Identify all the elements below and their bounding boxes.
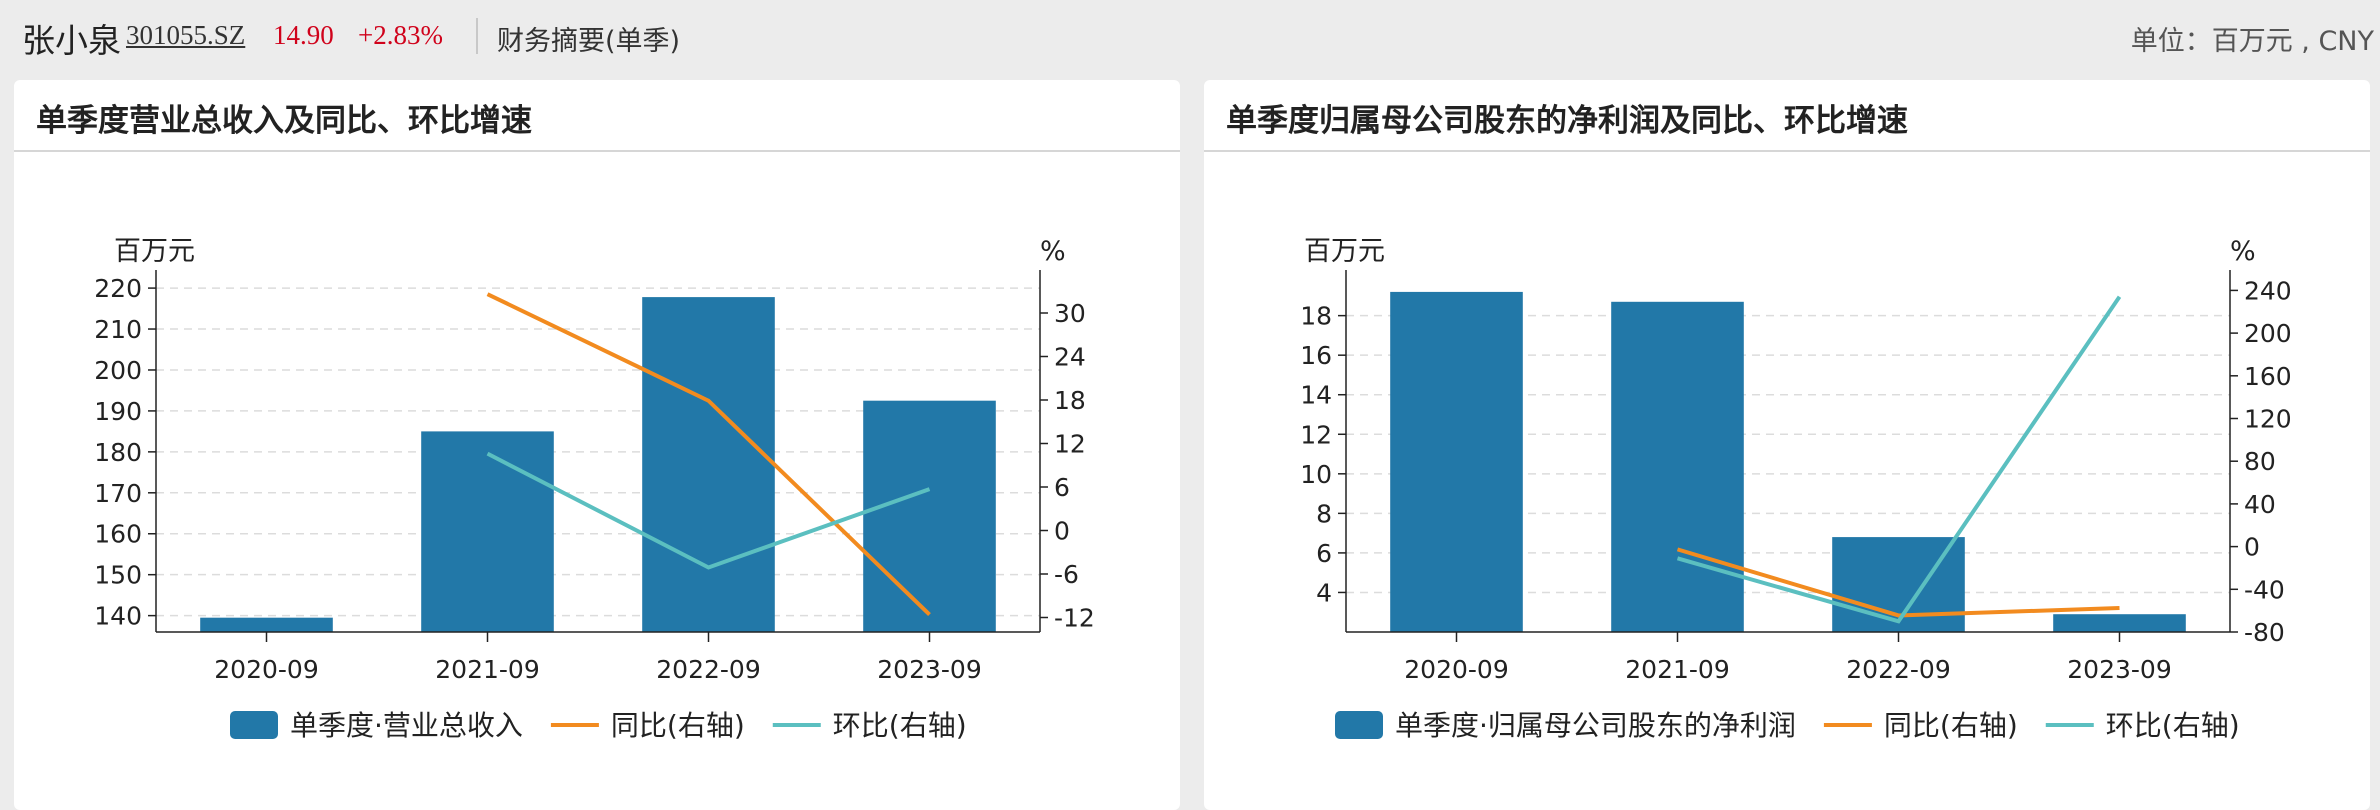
x-tick-label: 2021-09 [435,655,539,684]
stock-change: +2.83% [358,20,443,50]
y2-axis-title: % [2230,236,2256,267]
revenue-chart-panel: 单季度营业总收入及同比、环比增速 百万元% 140 150 160 170 180 190 2… [14,80,1180,810]
x-tick-label: 2023-09 [877,655,981,684]
y2-tick-label: -40 [2244,575,2285,604]
y2-tick-label: 40 [2244,490,2276,519]
y2-tick-label: 12 [1054,430,1086,459]
y2-tick-label: 200 [2244,319,2292,348]
unit-label: 单位：百万元 , CNY [2130,26,2374,57]
legend-swatch-bar [230,711,278,739]
bar [2053,614,2186,632]
y-tick-label: 170 [94,479,142,508]
y2-tick-label: 160 [2244,362,2292,391]
y-tick-label: 140 [94,602,142,631]
net-profit-chart-panel: 单季度归属母公司股东的净利润及同比、环比增速 百万元% 4 6 8 10 12 14 16 18… [1204,80,2370,810]
panel-divider [14,150,1180,152]
y-tick-label: 6 [1316,539,1332,568]
y2-tick-label: 0 [2244,533,2260,562]
y-tick-label: 4 [1316,578,1332,607]
y-tick-label: 8 [1316,499,1332,528]
y2-tick-label: -6 [1054,560,1079,589]
header-divider [476,18,478,54]
y-tick-label: 16 [1300,341,1332,370]
series-line-yoy [1676,547,2120,618]
x-tick-label: 2020-09 [214,655,318,684]
y2-tick-label: 30 [1054,299,1086,328]
series-line-qoq [1676,295,2122,624]
y-tick-label: 14 [1300,381,1332,410]
bar [200,617,333,632]
y-tick-label: 18 [1300,302,1332,331]
x-tick-label: 2023-09 [2067,655,2171,684]
y-tick-label: 190 [94,397,142,426]
y2-tick-label: 6 [1054,473,1070,502]
bar [1611,301,1744,632]
series-line-yoy [486,292,931,617]
revenue-chart: 百万元 % 140 150 160 170 180 190 200 210 220 -12 -6 0 6 12… [94,236,1095,742]
y-axis-title: 百万元 [114,236,195,267]
y-tick-label: 180 [94,438,142,467]
panel-title: 单季度营业总收入及同比、环比增速 [36,103,532,139]
y2-axis-title: % [1040,236,1066,267]
x-tick-label: 2020-09 [1404,655,1508,684]
stock-price: 14.90 [273,20,334,50]
x-tick-label: 2022-09 [1846,655,1950,684]
y-tick-label: 220 [94,274,142,303]
x-tick-label: 2022-09 [656,655,760,684]
y-tick-label: 10 [1300,460,1332,489]
y2-tick-label: 0 [1054,517,1070,546]
y-tick-label: 210 [94,315,142,344]
legend-label: 同比(右轴) [611,709,745,742]
y2-tick-label: 18 [1054,386,1086,415]
y-tick-label: 150 [94,561,142,590]
panel-divider [1204,150,2370,152]
bar [863,400,996,632]
y2-tick-label: 24 [1054,343,1086,372]
net-profit-chart: 百万元 % 4 6 8 10 12 14 16 18 -80 -40 0 40 80 120 160 200 240… [1300,236,2292,742]
stock-name: 张小泉 [22,21,121,60]
y2-tick-label: -80 [2244,618,2285,647]
legend-label: 环比(右轴) [833,709,967,742]
bar [1390,291,1523,632]
stock-code-link[interactable]: 301055.SZ [126,20,246,50]
x-tick-label: 2021-09 [1625,655,1729,684]
legend-swatch-bar [1335,711,1383,739]
legend-label: 环比(右轴) [2106,709,2240,742]
series-line-qoq [486,451,931,570]
y2-tick-label: -12 [1054,604,1095,633]
legend-label: 同比(右轴) [1884,709,2018,742]
panel-title: 单季度归属母公司股东的净利润及同比、环比增速 [1226,103,1908,139]
y-tick-label: 160 [94,520,142,549]
header-bar: 张小泉 301055.SZ 14.90 +2.83% 财务摘要(单季) 单位：百… [0,0,2380,72]
y-tick-label: 12 [1300,420,1332,449]
section-label: 财务摘要(单季) [497,26,681,57]
bar [421,431,554,632]
y2-tick-label: 120 [2244,405,2292,434]
y-axis-title: 百万元 [1304,236,1385,267]
bar [642,297,775,632]
legend-label: 单季度·归属母公司股东的净利润 [1395,709,1796,742]
legend-label: 单季度·营业总收入 [290,709,523,742]
y2-tick-label: 80 [2244,447,2276,476]
y2-tick-label: 240 [2244,276,2292,305]
y-tick-label: 200 [94,356,142,385]
